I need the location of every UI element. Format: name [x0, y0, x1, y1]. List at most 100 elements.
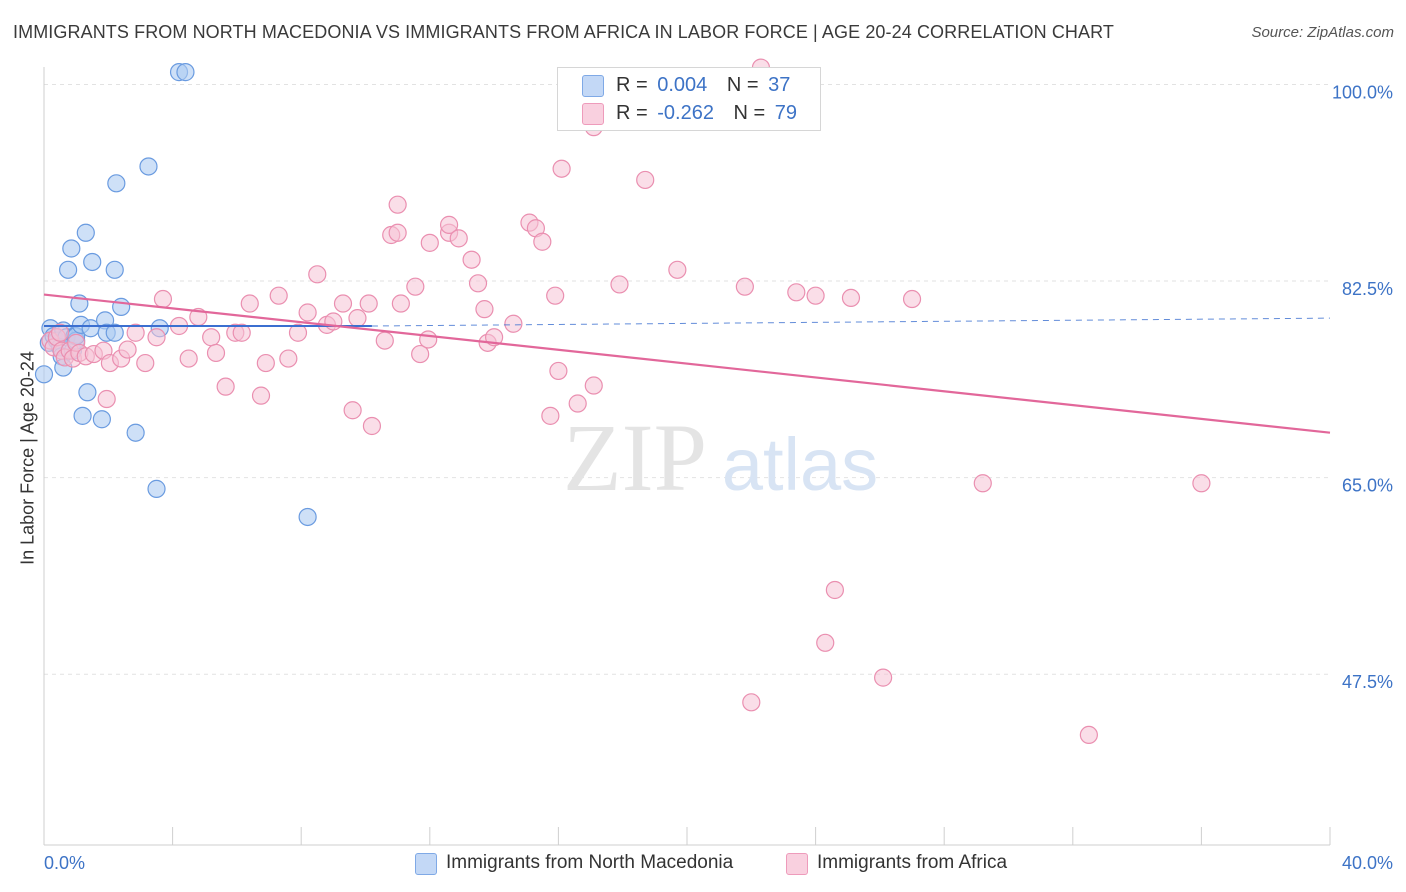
data-point-africa: [462, 250, 481, 269]
legend-n-value-pink: 79: [774, 102, 798, 124]
data-point-africa: [504, 314, 523, 333]
data-point-north-macedonia: [83, 252, 102, 272]
data-point-north-macedonia: [62, 239, 81, 258]
data-point-africa: [232, 323, 251, 342]
data-point-africa: [343, 401, 362, 420]
legend-r-label: R =: [616, 74, 648, 96]
data-point-africa: [136, 353, 155, 373]
data-point-africa: [1079, 725, 1098, 745]
y-tick-label: 82.5%: [1342, 279, 1393, 299]
source-label: Source: ZipAtlas.com: [1251, 24, 1394, 41]
data-point-africa: [179, 349, 198, 368]
series-legend-label-blue: Immigrants from North Macedonia: [446, 852, 734, 873]
data-point-north-macedonia: [105, 260, 124, 279]
data-point-africa: [308, 265, 327, 284]
data-point-africa: [388, 195, 407, 214]
data-point-africa: [269, 286, 288, 305]
data-point-africa: [406, 277, 425, 296]
data-point-north-macedonia: [78, 383, 97, 402]
trend-line-africa: [43, 293, 1331, 434]
x-tick-label-max: 40.0%: [1342, 853, 1393, 873]
series-africa-points: [41, 58, 1211, 745]
legend-swatch-pink: [582, 103, 604, 125]
data-point-africa: [568, 394, 587, 413]
x-tick-label-min: 0.0%: [44, 853, 85, 873]
y-tick-label: 100.0%: [1332, 82, 1393, 102]
series-legend-swatch-pink: [786, 853, 808, 875]
data-point-north-macedonia: [105, 323, 124, 342]
data-point-north-macedonia: [139, 157, 158, 176]
watermark-atlas: atlas: [722, 423, 878, 506]
correlation-legend: R = 0.004 N = 37 R = -0.262 N = 79: [557, 67, 821, 131]
data-point-africa: [825, 580, 844, 600]
data-point-africa: [202, 328, 221, 347]
data-point-africa: [216, 377, 235, 396]
data-point-north-macedonia: [112, 297, 131, 316]
data-point-north-macedonia: [92, 410, 111, 429]
data-point-africa: [902, 289, 922, 309]
data-point-africa: [735, 277, 754, 296]
data-point-africa: [549, 361, 568, 381]
data-point-africa: [362, 416, 382, 436]
data-point-north-macedonia: [126, 423, 145, 442]
data-point-africa: [449, 229, 468, 248]
data-point-north-macedonia: [298, 507, 317, 527]
data-point-africa: [584, 376, 603, 395]
data-point-africa: [359, 294, 378, 313]
data-point-africa: [439, 215, 459, 234]
data-point-africa: [348, 309, 367, 328]
series-legend-label-pink: Immigrants from Africa: [817, 852, 1008, 873]
data-point-africa: [546, 286, 565, 305]
legend-r-value-blue: 0.004: [657, 74, 708, 96]
data-point-africa: [787, 283, 806, 302]
data-point-north-macedonia: [59, 260, 78, 279]
data-point-africa: [50, 323, 70, 342]
data-point-africa: [240, 294, 259, 313]
data-point-north-macedonia: [147, 479, 166, 498]
data-point-africa: [742, 693, 761, 712]
data-point-africa: [806, 286, 825, 305]
data-point-north-macedonia: [176, 63, 195, 82]
data-point-africa: [411, 344, 430, 364]
data-point-africa: [420, 233, 439, 252]
data-point-north-macedonia: [73, 406, 92, 425]
data-point-africa: [388, 223, 407, 242]
data-point-africa: [333, 294, 353, 313]
data-point-africa: [256, 353, 275, 373]
legend-n-label: N =: [733, 102, 766, 124]
data-point-africa: [279, 349, 298, 368]
tick-labels: 100.0% 82.5% 65.0% 47.5% 0.0% 40.0%: [44, 82, 1393, 873]
data-point-africa: [298, 303, 317, 322]
axes: [43, 67, 1331, 846]
data-point-africa: [97, 389, 116, 409]
data-point-africa: [206, 343, 226, 363]
data-point-africa: [118, 340, 137, 359]
data-point-africa: [391, 294, 410, 313]
data-point-africa: [636, 170, 655, 190]
data-point-africa: [816, 633, 835, 652]
legend-swatch-blue: [582, 75, 604, 97]
data-point-africa: [147, 328, 166, 347]
trend-lines: [43, 293, 1331, 434]
series-legend: Immigrants from North Macedonia Immigran…: [0, 852, 1406, 878]
data-point-africa: [251, 386, 271, 405]
legend-r-value-pink: -0.262: [657, 102, 714, 124]
legend-r-label: R =: [616, 102, 648, 124]
data-point-africa: [375, 331, 394, 350]
data-point-africa: [419, 330, 438, 349]
data-point-africa: [533, 232, 552, 251]
data-point-africa: [153, 289, 173, 309]
trend-line-north-macedonia-extension: [371, 317, 1331, 327]
data-point-africa: [552, 159, 571, 178]
data-point-africa: [668, 260, 687, 279]
data-point-africa: [468, 274, 488, 293]
data-point-africa: [126, 323, 145, 342]
data-point-africa: [475, 300, 494, 319]
data-point-north-macedonia: [34, 365, 54, 384]
data-point-africa: [874, 668, 893, 687]
data-point-africa: [288, 323, 308, 342]
chart-title: IMMIGRANTS FROM NORTH MACEDONIA VS IMMIG…: [13, 22, 1115, 42]
gridlines: [44, 83, 1330, 675]
legend-n-label: N =: [726, 74, 759, 96]
